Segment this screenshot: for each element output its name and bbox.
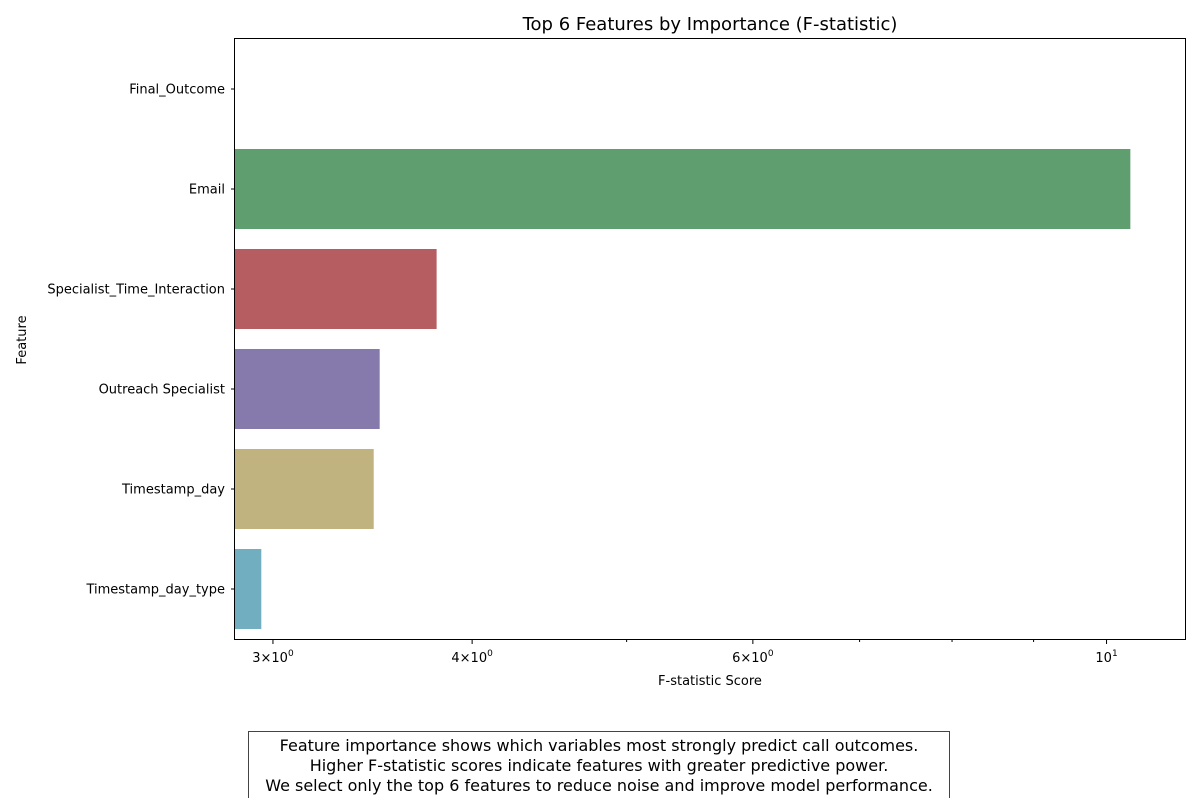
- y-tick-label: Timestamp_day_type: [85, 583, 225, 598]
- bar-timestamp-day-type: [235, 549, 262, 629]
- x-tick-label: 101: [1095, 649, 1117, 666]
- y-tick-label: Final_Outcome: [129, 83, 225, 98]
- explanation-note: Feature importance shows which variables…: [248, 731, 950, 798]
- y-tick-label: Timestamp_day: [121, 483, 225, 498]
- y-tick-label: Outreach Specialist: [99, 383, 225, 398]
- plot-frame: [234, 38, 1186, 640]
- bar-email: [235, 149, 1131, 229]
- chart-title: Top 6 Features by Importance (F-statisti…: [522, 14, 898, 35]
- bar-outreach-specialist: [235, 349, 380, 429]
- note-line-1: Feature importance shows which variables…: [279, 736, 919, 755]
- note-line-3: We select only the top 6 features to red…: [265, 776, 933, 795]
- y-axis-label: Feature: [15, 315, 30, 364]
- y-tick-label: Email: [189, 183, 225, 198]
- x-tick-label: 6×100: [732, 649, 774, 666]
- note-line-2: Higher F-statistic scores indicate featu…: [309, 756, 889, 775]
- y-tick-labels: Final_Outcome Email Specialist_Time_Intera…: [47, 83, 235, 598]
- x-axis-label: F-statistic Score: [658, 674, 762, 689]
- bar-specialist-time-interaction: [235, 249, 437, 329]
- x-tick-label: 4×100: [451, 649, 493, 666]
- x-ticks: 3×100 4×100 6×100 101: [252, 639, 1118, 666]
- y-tick-label: Specialist_Time_Interaction: [47, 283, 225, 298]
- bar-timestamp-day: [235, 449, 374, 529]
- x-tick-label: 3×100: [252, 649, 294, 666]
- bars-group: [235, 149, 1131, 629]
